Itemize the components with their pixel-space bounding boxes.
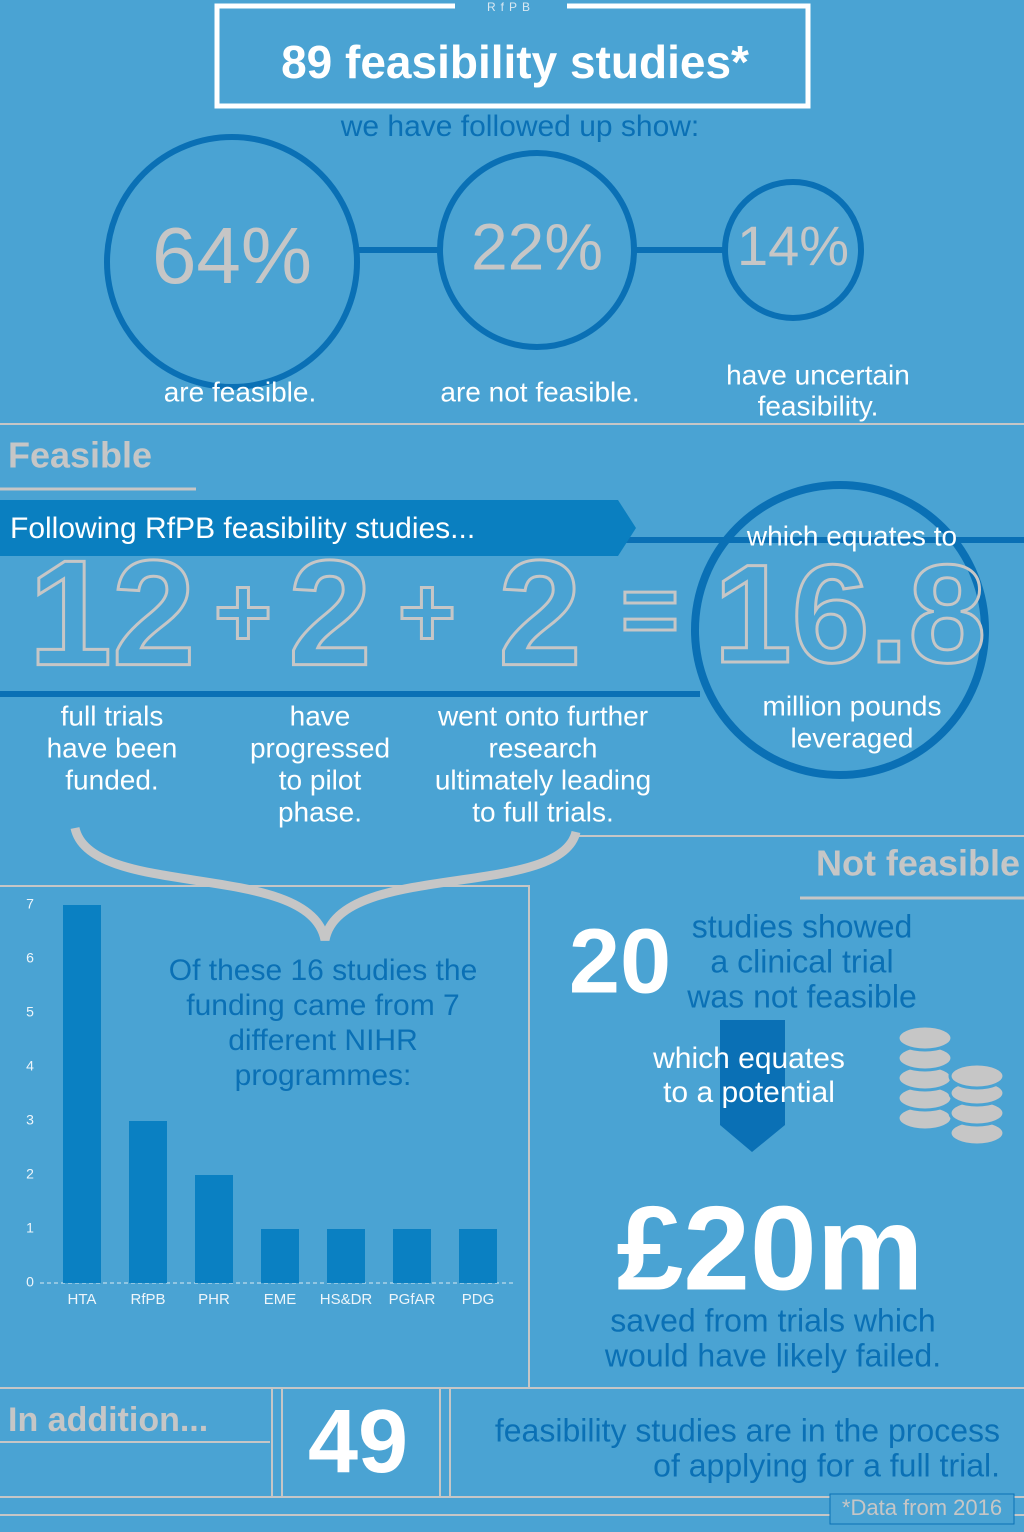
description: studies showed (692, 908, 913, 944)
x-tick-label: PDG (462, 1291, 495, 1308)
chart-note: Of these 16 studies the (169, 954, 478, 987)
y-tick-label: 1 (26, 1220, 34, 1236)
saved: would have likely failed. (604, 1337, 941, 1373)
x-tick-label: RfPB (130, 1291, 165, 1308)
banner (0, 500, 636, 556)
chart-note: programmes: (235, 1059, 412, 1092)
term-label: have been (47, 732, 178, 763)
y-tick-label: 0 (26, 1274, 34, 1290)
stat-label: are not feasible. (440, 376, 639, 407)
bar (327, 1229, 365, 1283)
brace (70, 826, 581, 942)
brand-gap (455, 0, 567, 14)
circle (104, 134, 360, 390)
footnote-box (829, 1493, 1015, 1525)
sum: 12 + 2 + 2 = 16.8 (27, 527, 988, 698)
equates: to a potential (663, 1076, 835, 1109)
description: was not feasible (686, 978, 916, 1014)
count: 20 (569, 910, 671, 1012)
x-tick-label: HTA (68, 1291, 97, 1308)
banner-text: Following RfPB feasibility studies... (10, 512, 475, 545)
arrow (720, 1020, 785, 1152)
term-label: to pilot (279, 764, 362, 795)
stat-value: 64% (152, 211, 312, 300)
y-tick-label: 2 (26, 1166, 34, 1182)
stat-value: 14% (737, 214, 849, 277)
x-tick-label: PHR (198, 1291, 230, 1308)
total-intro: which equates to (746, 520, 957, 551)
count: 49 (308, 1392, 408, 1492)
x-tick-label: PGfAR (389, 1291, 436, 1308)
subtitle: we have followed up show: (340, 110, 700, 143)
total-label: million pounds (763, 690, 942, 721)
section-heading: Feasible (8, 435, 152, 476)
term-label: have (290, 700, 351, 731)
plus: + (214, 556, 272, 668)
bar (261, 1229, 299, 1283)
footnote: *Data from 2016 (842, 1495, 1002, 1520)
amount: £20m (617, 1182, 924, 1316)
term-label: progressed (250, 732, 390, 763)
description: of applying for a full trial. (653, 1447, 1000, 1483)
y-tick-label: 4 (26, 1058, 34, 1074)
stat-label: have uncertain (726, 359, 910, 390)
stat-label: are feasible. (164, 376, 317, 407)
section-heading: Not feasible (816, 843, 1020, 884)
y-tick-label: 7 (26, 896, 34, 912)
saved: saved from trials which (610, 1302, 935, 1338)
term-label: went onto further (437, 700, 648, 731)
equates: which equates (652, 1042, 845, 1075)
bar (195, 1175, 233, 1283)
plus: + (398, 556, 456, 668)
description: a clinical trial (710, 943, 893, 979)
term-label: ultimately leading (435, 764, 651, 795)
x-tick-label: EME (264, 1291, 297, 1308)
title: 89 feasibility studies* (281, 36, 749, 88)
chart-note: different NIHR (228, 1024, 418, 1057)
term-label: research (489, 732, 598, 763)
term: 2 (498, 529, 581, 697)
total-label: leveraged (791, 722, 914, 753)
description: feasibility studies are in the process (495, 1412, 1000, 1448)
circle (722, 179, 864, 321)
total-circle (691, 481, 989, 779)
bar (393, 1229, 431, 1283)
circle (437, 150, 637, 350)
term: 12 (29, 529, 196, 697)
equals: = (621, 554, 679, 666)
term-label: funded. (65, 764, 158, 795)
coins-icon (896, 1024, 1006, 1147)
bar (63, 905, 101, 1283)
term-label: to full trials. (472, 796, 614, 827)
chart-note: funding came from 7 (186, 989, 459, 1022)
stat-value: 22% (471, 209, 603, 283)
stat-circles (104, 134, 864, 390)
bar (129, 1121, 167, 1283)
term: 2 (288, 529, 371, 697)
y-tick-label: 5 (26, 1004, 34, 1020)
section-heading: In addition... (8, 1401, 208, 1439)
y-tick-label: 3 (26, 1112, 34, 1128)
term-label: full trials (61, 700, 164, 731)
stat-label: feasibility. (758, 390, 879, 421)
term-label: phase. (278, 796, 362, 827)
x-tick-label: HS&DR (320, 1291, 373, 1308)
y-tick-label: 6 (26, 950, 34, 966)
bar (459, 1229, 497, 1283)
total: 16.8 (714, 535, 986, 692)
brand: RfPB (487, 0, 535, 14)
